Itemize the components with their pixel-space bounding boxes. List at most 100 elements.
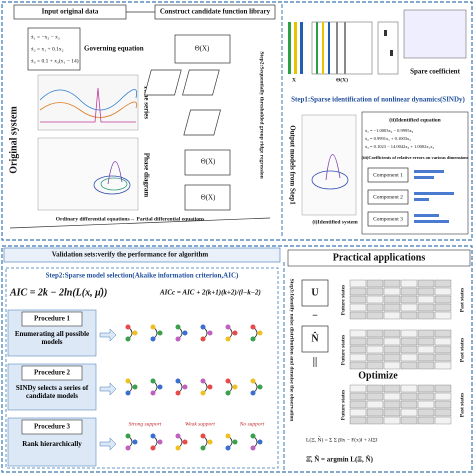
optimize: Optimize xyxy=(358,370,398,381)
attractor xyxy=(325,154,341,181)
phase-label: Phase diagram xyxy=(142,153,150,198)
node xyxy=(132,330,138,336)
regression-text: Step2:Sequentially thresholded group rid… xyxy=(259,51,265,178)
cell xyxy=(400,303,418,312)
cell xyxy=(366,295,384,304)
node xyxy=(250,390,256,396)
node xyxy=(232,330,238,336)
node xyxy=(225,378,231,384)
cell xyxy=(400,311,418,320)
cell xyxy=(383,337,401,346)
equals: || xyxy=(313,356,317,367)
series-line xyxy=(39,101,138,118)
procedure-name: Procedure 3 xyxy=(34,423,71,431)
equation: ẋ₂ = x₁ + 0.1x₂ xyxy=(31,46,64,52)
cell xyxy=(417,353,435,362)
cell xyxy=(383,416,401,425)
cell xyxy=(434,329,452,338)
input-text: Input original data xyxy=(42,8,99,16)
node xyxy=(207,439,213,445)
cell xyxy=(417,311,435,320)
cell xyxy=(417,408,435,417)
cell xyxy=(349,329,367,338)
step3: Step3:Identify noise distribution and de… xyxy=(289,279,295,422)
cell xyxy=(349,408,367,417)
cell xyxy=(434,400,452,409)
arrow xyxy=(9,217,271,229)
attractor xyxy=(93,175,131,195)
equation: ẋ₃ = 0.1 + x₃(x₁ − 14) xyxy=(31,57,79,64)
node xyxy=(225,445,231,451)
node xyxy=(157,384,163,390)
governing-label: Governing equation xyxy=(84,45,144,53)
procedure-desc: Rank hierarchically xyxy=(22,440,82,448)
node xyxy=(175,336,181,342)
node xyxy=(175,390,181,396)
output-label: Output models from Step1 xyxy=(288,125,296,205)
step2: Step2:Sparse model selection(Akaike info… xyxy=(46,272,239,280)
node xyxy=(225,324,231,330)
cell xyxy=(383,384,401,393)
coef-label: (iii)Coefficients of relative errors on … xyxy=(362,155,469,160)
procedure-panels xyxy=(7,309,117,467)
component xyxy=(367,211,409,227)
past: Past states xyxy=(459,338,465,363)
series-line xyxy=(40,87,136,123)
node xyxy=(257,439,263,445)
cell xyxy=(349,392,367,401)
node xyxy=(200,433,206,439)
cell xyxy=(434,384,452,393)
bottom-panel xyxy=(1,245,473,473)
theta: Θ(X) xyxy=(195,45,210,53)
theta: Θ(X) xyxy=(201,194,216,202)
node xyxy=(250,445,256,451)
cell xyxy=(434,353,452,362)
cell xyxy=(349,311,367,320)
time-series-label: Time series xyxy=(142,85,150,119)
node xyxy=(200,390,206,396)
cell xyxy=(349,303,367,312)
cell xyxy=(400,361,418,370)
result-box xyxy=(361,111,469,235)
library-box xyxy=(154,4,276,20)
cell xyxy=(366,337,384,346)
node xyxy=(150,433,156,439)
cell xyxy=(417,287,435,296)
node xyxy=(182,384,188,390)
cell xyxy=(366,361,384,370)
node xyxy=(125,378,131,384)
cell xyxy=(434,416,452,425)
id-eq: ẋ₂ = 0.9991x₁ + 0.1003x₂ xyxy=(365,136,411,141)
node xyxy=(200,336,206,342)
cell xyxy=(434,311,452,320)
cell xyxy=(434,303,452,312)
component-label: Component 1 xyxy=(373,172,403,178)
equation-box xyxy=(27,27,81,71)
step1: Step1:Sparse identification of nonlinear… xyxy=(291,96,465,104)
error-bars xyxy=(414,170,454,223)
cell xyxy=(366,345,384,354)
cell xyxy=(434,345,452,354)
cell xyxy=(417,345,435,354)
cell xyxy=(417,400,435,409)
cell xyxy=(400,279,418,288)
id-eq: ẋ₁ = −1.0003x₂ − 0.9995x₃ xyxy=(365,128,414,133)
node xyxy=(225,390,231,396)
cell xyxy=(400,345,418,354)
cell xyxy=(400,353,418,362)
cell xyxy=(383,361,401,370)
cell xyxy=(383,279,401,288)
node xyxy=(157,439,163,445)
cell xyxy=(366,279,384,288)
cell xyxy=(417,361,435,370)
library-text: Construct candidate function library xyxy=(160,8,271,16)
cell xyxy=(383,345,401,354)
node xyxy=(207,330,213,336)
cell xyxy=(417,337,435,346)
cell xyxy=(434,392,452,401)
cell xyxy=(400,408,418,417)
cell xyxy=(383,353,401,362)
node xyxy=(250,324,256,330)
state-grids xyxy=(349,279,452,425)
node xyxy=(250,378,256,384)
